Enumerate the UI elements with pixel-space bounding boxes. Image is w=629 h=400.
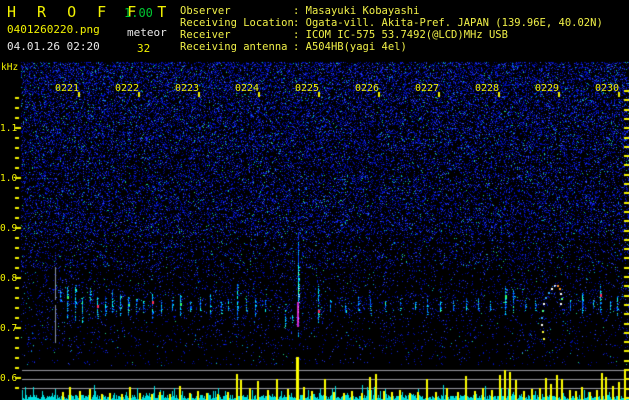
freq-axis-unit: kHz [1, 62, 19, 73]
time-label: 0223 [175, 83, 200, 94]
datetime: 04.01.26 02:20 [7, 40, 100, 53]
time-label: 0229 [535, 83, 560, 94]
info-row: Receiver: ICOM IC-575 53.7492(@LCD)MHz U… [180, 29, 508, 41]
time-label: 0230 [595, 83, 620, 94]
info-row: Receiving Location: Ogata-vill. Akita-Pr… [180, 17, 603, 29]
filename: 0401260220.png [7, 23, 100, 36]
time-label: 0225 [295, 83, 320, 94]
time-label: 0224 [235, 83, 260, 94]
freq-label: 0.9 [0, 223, 18, 234]
freq-label: 0.7 [0, 323, 18, 334]
freq-label: 1.1 [0, 123, 18, 134]
time-label: 0227 [415, 83, 440, 94]
app-title: H R O F F T [7, 3, 173, 21]
time-label: 0222 [115, 83, 140, 94]
time-label: 0228 [475, 83, 500, 94]
info-row: Observer: Masayuki Kobayashi [180, 5, 420, 17]
mode-label: meteor [127, 26, 167, 39]
echo-count: 32 [137, 42, 151, 55]
freq-label: 1.0 [0, 173, 18, 184]
time-label: 0226 [355, 83, 380, 94]
info-row: Receiving antenna: A504HB(yagi 4el) [180, 41, 407, 53]
freq-label: 0.8 [0, 273, 18, 284]
freq-label: 0.6 [0, 373, 18, 384]
app-version: 1.00 [124, 6, 153, 20]
time-label: 0221 [55, 83, 80, 94]
